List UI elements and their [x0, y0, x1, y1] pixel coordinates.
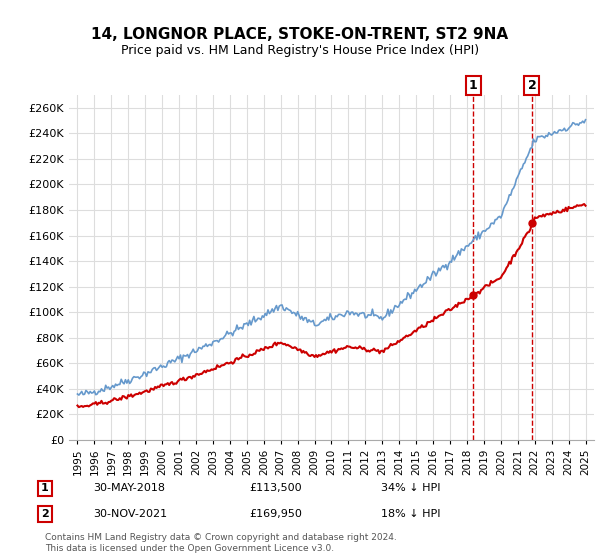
Text: Contains HM Land Registry data © Crown copyright and database right 2024.
This d: Contains HM Land Registry data © Crown c… [45, 533, 397, 553]
Text: 2: 2 [527, 79, 536, 92]
Text: £169,950: £169,950 [249, 509, 302, 519]
Text: 1: 1 [469, 79, 478, 92]
Text: 30-MAY-2018: 30-MAY-2018 [93, 483, 165, 493]
Text: 18% ↓ HPI: 18% ↓ HPI [381, 509, 440, 519]
Text: 2: 2 [41, 509, 49, 519]
Text: 1: 1 [41, 483, 49, 493]
Text: 34% ↓ HPI: 34% ↓ HPI [381, 483, 440, 493]
Text: £113,500: £113,500 [249, 483, 302, 493]
Text: Price paid vs. HM Land Registry's House Price Index (HPI): Price paid vs. HM Land Registry's House … [121, 44, 479, 57]
Text: 14, LONGNOR PLACE, STOKE-ON-TRENT, ST2 9NA: 14, LONGNOR PLACE, STOKE-ON-TRENT, ST2 9… [91, 27, 509, 42]
Text: 30-NOV-2021: 30-NOV-2021 [93, 509, 167, 519]
